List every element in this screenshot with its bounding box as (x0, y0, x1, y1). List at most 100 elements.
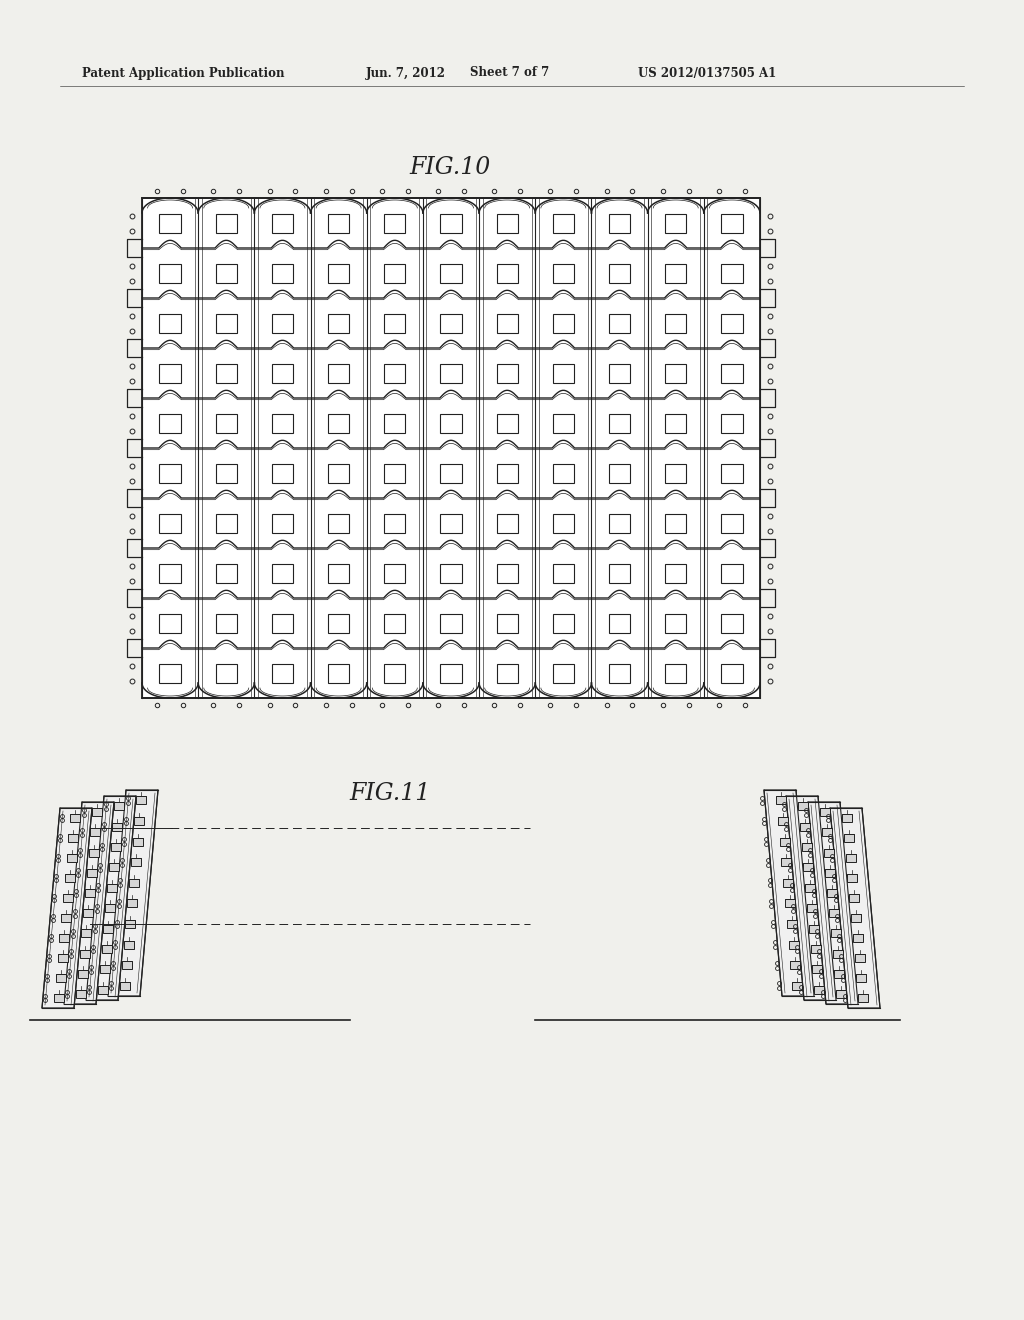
Polygon shape (42, 808, 92, 1008)
Bar (142, 198, 760, 698)
Bar (129, 879, 139, 887)
Bar (776, 796, 785, 804)
Bar (92, 808, 102, 816)
Bar (55, 974, 66, 982)
Bar (113, 822, 122, 830)
Bar (553, 363, 574, 383)
Bar (821, 829, 831, 837)
Bar (328, 314, 349, 333)
Bar (271, 363, 293, 383)
Bar (825, 869, 836, 876)
Bar (69, 834, 78, 842)
Bar (134, 817, 144, 825)
Bar (609, 214, 630, 232)
Bar (846, 854, 855, 862)
Bar (497, 363, 518, 383)
Bar (98, 986, 108, 994)
Bar (384, 463, 406, 483)
Bar (798, 803, 808, 810)
Bar (833, 949, 843, 957)
Bar (114, 803, 124, 810)
Bar (807, 904, 817, 912)
Bar (837, 990, 846, 998)
Bar (83, 909, 93, 917)
Bar (160, 664, 181, 682)
Bar (665, 463, 686, 483)
Bar (609, 413, 630, 433)
Bar (328, 363, 349, 383)
Bar (497, 664, 518, 682)
Bar (800, 822, 810, 830)
Bar (216, 363, 237, 383)
Bar (216, 463, 237, 483)
Bar (160, 564, 181, 582)
Bar (160, 463, 181, 483)
Bar (721, 363, 742, 383)
Bar (216, 564, 237, 582)
Bar (62, 894, 73, 902)
Bar (90, 829, 100, 837)
Bar (124, 940, 133, 949)
Bar (160, 513, 181, 532)
Bar (160, 413, 181, 433)
Bar (271, 463, 293, 483)
Bar (384, 214, 406, 232)
Bar (125, 920, 135, 928)
Bar (830, 929, 841, 937)
Bar (497, 314, 518, 333)
Bar (856, 974, 866, 982)
Bar (609, 564, 630, 582)
Bar (828, 909, 839, 917)
Bar (553, 614, 574, 632)
Bar (328, 614, 349, 632)
Bar (721, 463, 742, 483)
Bar (440, 363, 462, 383)
Bar (271, 614, 293, 632)
Bar (440, 564, 462, 582)
Bar (67, 854, 77, 862)
Bar (853, 935, 862, 942)
Bar (811, 945, 820, 953)
Bar (721, 314, 742, 333)
Polygon shape (830, 808, 880, 1008)
Bar (76, 990, 86, 998)
Bar (721, 564, 742, 582)
Bar (721, 413, 742, 433)
Bar (809, 924, 819, 933)
Bar (497, 614, 518, 632)
Bar (271, 413, 293, 433)
Bar (142, 198, 760, 698)
Bar (384, 314, 406, 333)
Bar (802, 843, 811, 851)
Bar (216, 513, 237, 532)
Bar (59, 935, 70, 942)
Bar (844, 834, 854, 842)
Bar (847, 874, 857, 882)
Bar (384, 664, 406, 682)
Bar (497, 413, 518, 433)
Bar (328, 413, 349, 433)
Bar (216, 413, 237, 433)
Bar (132, 837, 142, 846)
Bar (271, 214, 293, 232)
Bar (858, 994, 868, 1002)
Bar (721, 664, 742, 682)
Bar (88, 849, 98, 857)
Bar (328, 664, 349, 682)
Bar (849, 894, 859, 902)
Bar (440, 264, 462, 282)
Bar (721, 614, 742, 632)
Bar (791, 961, 801, 969)
Bar (553, 264, 574, 282)
Bar (80, 949, 89, 957)
Bar (160, 314, 181, 333)
Bar (216, 614, 237, 632)
Bar (440, 314, 462, 333)
Bar (160, 363, 181, 383)
Text: Sheet 7 of 7: Sheet 7 of 7 (470, 66, 549, 79)
Bar (271, 314, 293, 333)
Bar (384, 413, 406, 433)
Bar (785, 899, 795, 907)
Bar (160, 264, 181, 282)
Bar (842, 814, 852, 822)
